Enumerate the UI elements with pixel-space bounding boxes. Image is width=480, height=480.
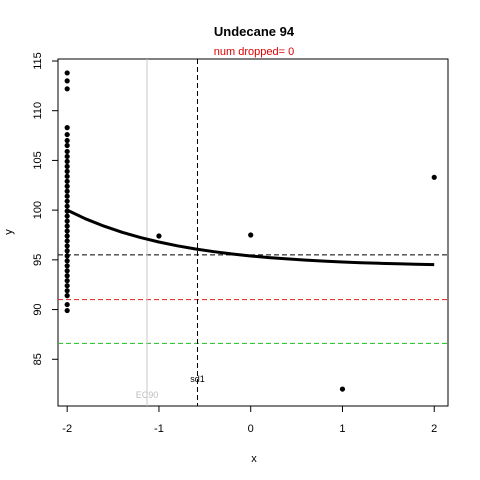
data-point-24 (65, 233, 70, 238)
data-point-13 (65, 179, 70, 184)
data-point-42 (432, 175, 437, 180)
data-point-40 (248, 232, 253, 237)
y-tick-label-1: 90 (32, 303, 44, 315)
x-tick-label-2: 0 (248, 423, 254, 435)
data-point-22 (65, 223, 70, 228)
data-point-2 (65, 86, 70, 91)
data-point-35 (65, 288, 70, 293)
y-tick-label-2: 95 (32, 254, 44, 266)
data-point-3 (65, 125, 70, 130)
data-point-4 (65, 132, 70, 137)
annotation-sd1: sd1 (190, 374, 205, 384)
data-point-12 (65, 174, 70, 179)
reference-lines (58, 59, 448, 406)
data-point-37 (65, 302, 70, 307)
x-axis-label: x (251, 453, 257, 465)
data-point-26 (65, 243, 70, 248)
data-point-5 (65, 138, 70, 143)
data-point-11 (65, 169, 70, 174)
x-tick-label-0: -2 (62, 423, 72, 435)
data-point-6 (65, 143, 70, 148)
data-point-8 (65, 154, 70, 159)
data-point-16 (65, 194, 70, 199)
data-point-21 (65, 218, 70, 223)
chart-title: Undecane 94 (214, 24, 295, 39)
data-point-19 (65, 209, 70, 214)
x-tick-label-3: 1 (339, 423, 345, 435)
data-point-18 (65, 204, 70, 209)
x-tick-label-4: 2 (431, 423, 437, 435)
data-point-28 (65, 253, 70, 258)
data-point-32 (65, 273, 70, 278)
data-point-41 (340, 386, 345, 391)
data-point-27 (65, 248, 70, 253)
data-point-39 (156, 233, 161, 238)
data-point-30 (65, 263, 70, 268)
x-tick-label-1: -1 (154, 423, 164, 435)
data-point-1 (65, 78, 70, 83)
data-point-36 (65, 293, 70, 298)
data-point-25 (65, 238, 70, 243)
data-point-7 (65, 149, 70, 154)
y-tick-label-4: 105 (32, 151, 44, 169)
data-point-17 (65, 199, 70, 204)
data-point-34 (65, 283, 70, 288)
data-point-9 (65, 159, 70, 164)
data-point-23 (65, 228, 70, 233)
data-point-15 (65, 189, 70, 194)
annotations: EC90 sd1 (136, 374, 205, 400)
data-point-31 (65, 268, 70, 273)
data-point-0 (65, 70, 70, 75)
y-axis: 85 90 95 100 105 110 115 (32, 52, 58, 365)
data-point-33 (65, 278, 70, 283)
data-point-29 (65, 258, 70, 263)
data-point-14 (65, 184, 70, 189)
chart-subtitle: num dropped= 0 (214, 46, 294, 58)
y-axis-label: y (3, 229, 15, 235)
data-point-38 (65, 308, 70, 313)
y-tick-label-5: 110 (32, 102, 44, 120)
data-point-20 (65, 213, 70, 218)
data-point-10 (65, 164, 70, 169)
x-axis: -2 -1 0 1 2 (62, 406, 437, 435)
y-tick-label-6: 115 (32, 52, 44, 70)
y-tick-label-3: 100 (32, 201, 44, 219)
y-tick-label-0: 85 (32, 353, 44, 365)
annotation-ec90: EC90 (136, 390, 159, 400)
plot-frame (58, 59, 448, 406)
